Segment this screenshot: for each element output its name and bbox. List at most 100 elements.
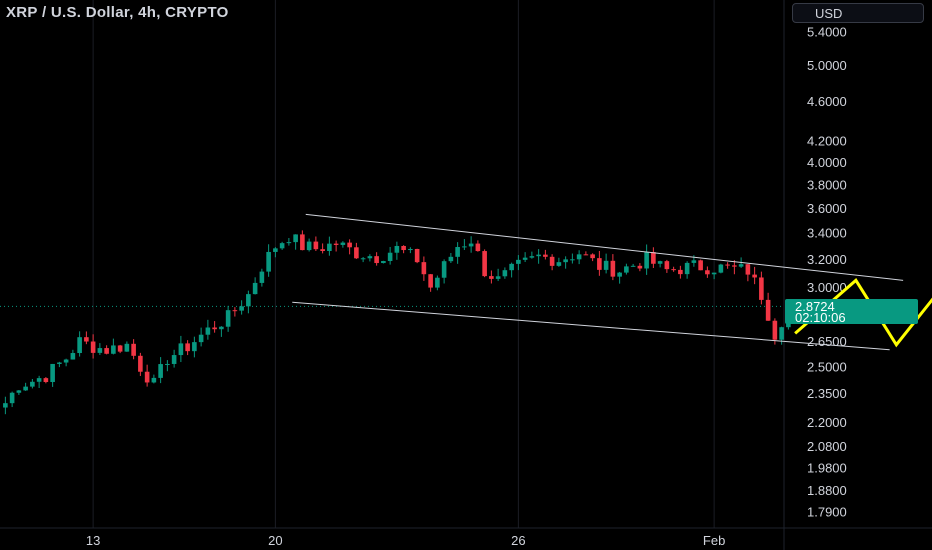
candle-body bbox=[745, 264, 751, 275]
candle-body bbox=[381, 260, 386, 264]
candle-body bbox=[36, 378, 42, 382]
candle-body bbox=[239, 306, 244, 311]
candle-body bbox=[556, 262, 562, 266]
candle-body bbox=[468, 243, 474, 247]
y-tick-label: 3.2000 bbox=[807, 252, 847, 267]
candle-body bbox=[333, 243, 339, 245]
candle-body bbox=[678, 269, 683, 275]
projection-path bbox=[794, 278, 932, 348]
candle-body bbox=[603, 260, 609, 270]
candle-body bbox=[509, 263, 514, 271]
candle-body bbox=[597, 258, 602, 270]
candle-body bbox=[205, 327, 211, 335]
candle-body bbox=[279, 243, 285, 249]
candle-body bbox=[536, 254, 541, 257]
y-tick-label: 3.0000 bbox=[807, 280, 847, 295]
candle-body bbox=[77, 337, 82, 354]
candle-body bbox=[732, 265, 737, 267]
candle-body bbox=[711, 272, 717, 275]
symbol-title[interactable]: XRP / U.S. Dollar, 4h, CRYPTO bbox=[6, 4, 229, 21]
candle-body bbox=[23, 386, 28, 391]
candle-body bbox=[549, 256, 555, 266]
y-tick-label: 5.0000 bbox=[807, 58, 847, 73]
candle-body bbox=[3, 403, 8, 408]
candle-body bbox=[387, 252, 393, 261]
candle-body bbox=[354, 247, 359, 259]
candle-body bbox=[522, 257, 528, 260]
y-tick-label: 3.4000 bbox=[807, 226, 847, 241]
candle-body bbox=[718, 264, 724, 273]
candle-body bbox=[414, 248, 420, 263]
candle-body bbox=[306, 241, 312, 251]
candle-body bbox=[273, 248, 278, 252]
candle-body bbox=[475, 243, 481, 252]
candle-body bbox=[624, 266, 629, 273]
candle-body bbox=[779, 327, 784, 340]
candle-body bbox=[313, 241, 319, 250]
candle-body bbox=[657, 261, 663, 264]
candle-body bbox=[610, 260, 616, 277]
y-tick-label: 2.2000 bbox=[807, 415, 847, 430]
candle-body bbox=[300, 234, 305, 251]
candle-body bbox=[495, 276, 501, 279]
candle-body bbox=[138, 355, 143, 372]
candle-body bbox=[543, 254, 548, 257]
candle-body bbox=[482, 251, 487, 277]
candle-body bbox=[225, 310, 231, 327]
x-tick-label: 13 bbox=[86, 533, 100, 548]
candle-body bbox=[637, 265, 643, 269]
y-tick-label: 4.0000 bbox=[807, 155, 847, 170]
candle-body bbox=[462, 246, 467, 248]
candle-body bbox=[50, 363, 55, 383]
candle-body bbox=[455, 247, 460, 257]
candle-body bbox=[70, 353, 76, 360]
x-tick-label: 26 bbox=[511, 533, 525, 548]
candle-body bbox=[327, 243, 332, 251]
candle-body bbox=[772, 320, 778, 340]
candle-body bbox=[651, 252, 656, 264]
candle-body bbox=[360, 258, 366, 260]
y-tick-label: 4.6000 bbox=[807, 94, 847, 109]
candle-body bbox=[252, 282, 258, 295]
candle-body bbox=[738, 264, 744, 267]
candle-body bbox=[765, 299, 771, 321]
candle-body bbox=[644, 252, 649, 269]
y-tick-label: 2.3500 bbox=[807, 386, 847, 401]
candle-body bbox=[576, 254, 582, 260]
candle-body bbox=[171, 355, 177, 364]
candle-body bbox=[151, 377, 157, 383]
candle-body bbox=[84, 337, 89, 342]
candle-body bbox=[705, 270, 710, 275]
candle-body bbox=[57, 362, 62, 364]
y-tick-label: 3.8000 bbox=[807, 177, 847, 192]
candle-body bbox=[684, 262, 690, 275]
candle-body bbox=[293, 234, 298, 243]
y-tick-label: 3.6000 bbox=[807, 201, 847, 216]
candle-body bbox=[394, 245, 400, 253]
y-tick-label: 1.7900 bbox=[807, 505, 847, 520]
candle-body bbox=[448, 256, 454, 262]
candle-body bbox=[725, 264, 730, 266]
candle-body bbox=[111, 345, 116, 354]
y-tick-label: 2.5000 bbox=[807, 359, 847, 374]
candle-body bbox=[421, 262, 427, 275]
candle-body bbox=[590, 254, 595, 259]
candle-body bbox=[9, 392, 15, 404]
candle-body bbox=[192, 342, 197, 352]
candle-body bbox=[516, 259, 521, 264]
candle-body bbox=[374, 256, 379, 264]
candle-body bbox=[563, 259, 568, 263]
candle-body bbox=[259, 271, 265, 283]
bar-countdown: 02:10:06 bbox=[795, 310, 846, 325]
last-price-value: 2.8724 bbox=[795, 299, 835, 314]
candle-body bbox=[104, 348, 109, 354]
candle-body bbox=[117, 345, 123, 352]
candle-body bbox=[219, 326, 224, 330]
candle-body bbox=[583, 254, 589, 256]
candle-body bbox=[367, 256, 373, 259]
candle-body bbox=[124, 343, 130, 352]
currency-button[interactable]: USD bbox=[792, 3, 924, 23]
y-tick-label: 1.8800 bbox=[807, 483, 847, 498]
candle-body bbox=[158, 364, 163, 378]
